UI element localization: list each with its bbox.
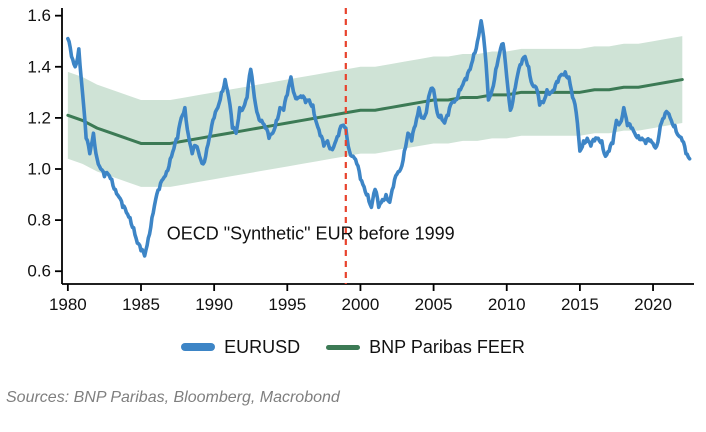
y-tick-label: 1.4: [27, 57, 51, 76]
legend-item-feer: BNP Paribas FEER: [326, 337, 525, 358]
x-tick-label: 1995: [268, 295, 306, 314]
x-tick-label: 1980: [49, 295, 87, 314]
legend-label-feer: BNP Paribas FEER: [369, 336, 525, 357]
y-tick-label: 0.6: [27, 262, 51, 281]
y-tick-label: 1.6: [27, 6, 51, 25]
x-tick-label: 1990: [195, 295, 233, 314]
x-tick-label: 2005: [415, 295, 453, 314]
legend-label-eurusd: EURUSD: [224, 336, 301, 357]
legend-item-eurusd: EURUSD: [181, 337, 300, 358]
x-tick-label: 2010: [488, 295, 526, 314]
x-tick-label: 2020: [634, 295, 672, 314]
x-tick-label: 1985: [122, 295, 160, 314]
chart-legend: EURUSD BNP Paribas FEER: [0, 331, 706, 363]
feer-line-swatch-icon: [326, 344, 361, 350]
x-tick-label: 2015: [561, 295, 599, 314]
eurusd-line-swatch-icon: [181, 343, 216, 351]
y-tick-label: 1.2: [27, 108, 51, 127]
x-tick-label: 2000: [342, 295, 380, 314]
series-line-bnp-paribas-feer: [66, 78, 684, 145]
series-line-eurusd: [66, 18, 692, 258]
sources-note: Sources: BNP Paribas, Bloomberg, Macrobo…: [6, 389, 340, 406]
y-tick-label: 1.0: [27, 160, 51, 179]
eurusd-feer-line-chart: 0.6 0.8 1.0 1.2 1.4 1.6 1980 1985 1990 1995 2000 20…: [27, 6, 694, 314]
annotation-synthetic-eur: OECD "Synthetic" EUR before 1999: [167, 223, 455, 243]
y-tick-label: 0.8: [27, 211, 51, 230]
